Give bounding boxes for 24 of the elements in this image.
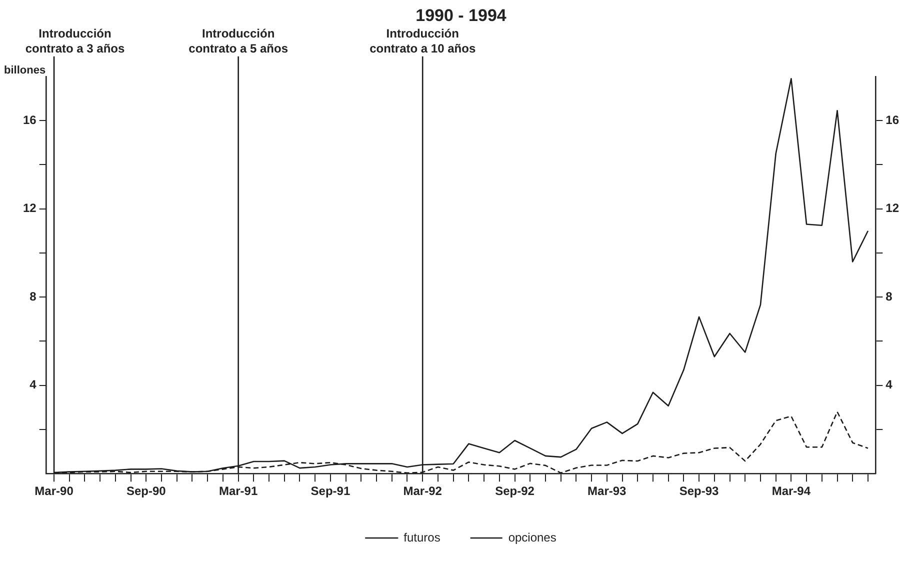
y2-tick-label: 16 <box>886 112 900 127</box>
legend-label: opciones <box>508 530 556 544</box>
x-tick-label: Sep-90 <box>126 484 166 498</box>
y2-tick-label: 8 <box>886 289 893 304</box>
x-tick-label: Mar-91 <box>218 484 258 498</box>
x-tick-label: Sep-92 <box>495 484 535 498</box>
y2-tick-label: 4 <box>886 378 893 392</box>
ref-line-label: Introducción contrato a 3 años <box>25 26 126 56</box>
y-tick-label: 16 <box>22 112 37 127</box>
x-tick-label: Sep-91 <box>310 484 350 498</box>
x-tick-label: Mar-94 <box>772 484 811 498</box>
ref-line-label: Introducción contrato a 5 años <box>188 26 288 56</box>
x-tick-label: Mar-90 <box>34 484 74 498</box>
chart-title: 1990 - 1994 <box>416 6 507 25</box>
y-tick-label: 8 <box>30 289 37 304</box>
y-tick-label: 12 <box>22 201 37 216</box>
y-tick-label: 4 <box>30 378 37 392</box>
x-tick-label: Sep-93 <box>679 484 720 498</box>
legend-label: futuros <box>404 530 440 544</box>
ref-line-label: Introducción contrato a 10 años <box>370 26 476 56</box>
y-axis-title: billones <box>4 64 46 76</box>
x-tick-label: Mar-92 <box>403 484 442 498</box>
x-tick-label: Mar-93 <box>588 484 627 498</box>
y2-tick-label: 12 <box>886 201 900 216</box>
